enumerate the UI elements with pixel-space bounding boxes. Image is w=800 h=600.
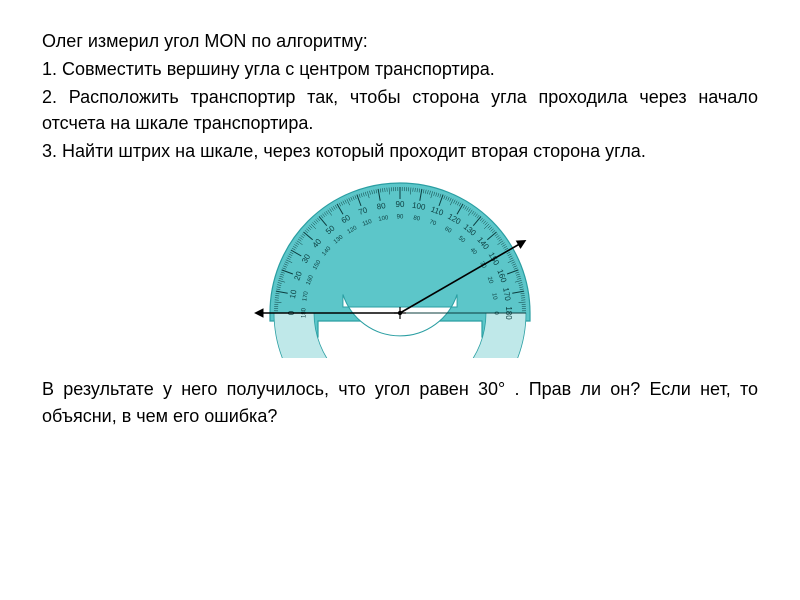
svg-text:90: 90 bbox=[396, 201, 405, 210]
step-2: 2. Расположить транспортир так, чтобы ст… bbox=[42, 84, 758, 136]
algorithm-text: Олег измерил угол MON по алгоритму: 1. С… bbox=[42, 28, 758, 164]
intro-line: Олег измерил угол MON по алгоритму: bbox=[42, 28, 758, 54]
step-3: 3. Найти штрих на шкале, через который п… bbox=[42, 138, 758, 164]
question-text: В результате у него получилось, что угол… bbox=[42, 376, 758, 428]
protractor-container: 0180101702016030150401405013060120701108… bbox=[42, 178, 758, 358]
protractor-image: 0180101702016030150401405013060120701108… bbox=[250, 178, 550, 358]
slide: Олег измерил угол MON по алгоритму: 1. С… bbox=[0, 0, 800, 600]
step-1: 1. Совместить вершину угла с центром тра… bbox=[42, 56, 758, 82]
svg-text:90: 90 bbox=[397, 215, 404, 221]
